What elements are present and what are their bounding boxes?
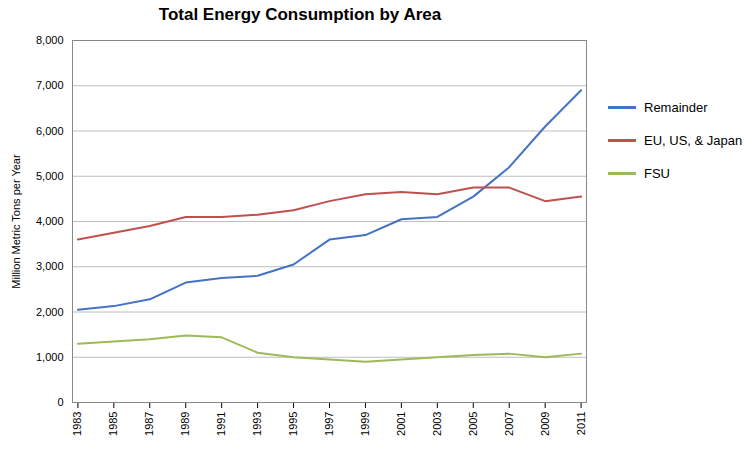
svg-text:2003: 2003 [431,412,443,436]
svg-text:4,000: 4,000 [36,215,64,227]
svg-text:1989: 1989 [179,412,191,436]
svg-text:1993: 1993 [251,412,263,436]
svg-text:1987: 1987 [143,412,155,436]
html-text:EU, US, & Japan: EU, US, & Japan [644,133,743,148]
html-text:FSU: FSU [644,166,670,181]
svg-text:Million Metric Tons per Year: Million Metric Tons per Year [10,154,22,289]
html-text:Total Energy Consumption by Ar: Total Energy Consumption by Area [158,5,442,24]
svg-text:1999: 1999 [359,412,371,436]
svg-text:5,000: 5,000 [36,170,64,182]
svg-text:3,000: 3,000 [36,260,64,272]
svg-text:2007: 2007 [503,412,515,436]
svg-text:0: 0 [57,396,63,408]
svg-text:2011: 2011 [575,412,587,436]
svg-text:1983: 1983 [71,412,83,436]
svg-text:2,000: 2,000 [36,306,64,318]
svg-text:2001: 2001 [395,412,407,436]
svg-text:7,000: 7,000 [36,79,64,91]
html-text:Remainder: Remainder [644,100,708,115]
svg-text:1985: 1985 [107,412,119,436]
svg-text:1997: 1997 [323,412,335,436]
svg-text:1991: 1991 [215,412,227,436]
svg-text:8,000: 8,000 [36,34,64,46]
svg-text:2009: 2009 [539,412,551,436]
svg-text:1995: 1995 [287,412,299,436]
svg-text:6,000: 6,000 [36,125,64,137]
svg-text:2005: 2005 [467,412,479,436]
svg-text:1,000: 1,000 [36,351,64,363]
